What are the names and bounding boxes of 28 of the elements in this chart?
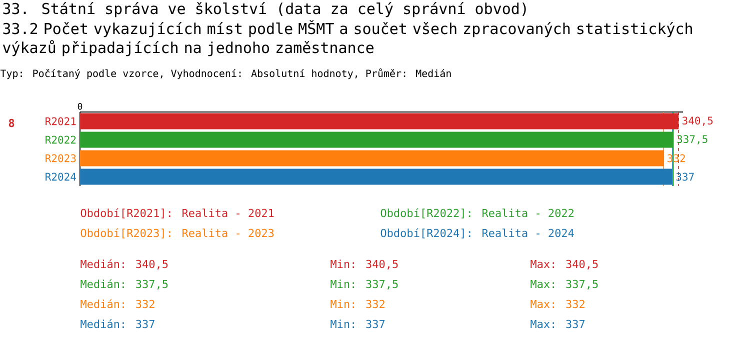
chart-subtitle: 33.2 Počet vykazujících míst podle MŠMT a součet všech zpracovaných statistických výkazů připadajících na jednoho zaměstnance	[2, 20, 692, 56]
data-label: 340,5	[682, 116, 713, 126]
data-label: 337,5	[677, 135, 708, 144]
text: Max: 340,5	[530, 260, 598, 270]
data-label: 337	[676, 172, 694, 181]
y-tick-label: R2021	[46, 117, 76, 126]
y-tick-label: R2022	[46, 136, 76, 144]
text: Min: 337,5	[330, 280, 398, 290]
text: Min: 332	[330, 300, 384, 308]
text: Min: 337	[330, 320, 385, 328]
text: Období[R2021]: Realita - 2021	[80, 208, 274, 218]
text: 8	[8, 118, 14, 128]
text: Medián: 337	[80, 319, 154, 328]
text: Max: 337,5	[530, 280, 598, 290]
text: Max: 337	[530, 320, 585, 328]
text: Min: 340,5	[330, 260, 398, 270]
text: Medián: 337,5	[80, 279, 168, 290]
text: Období[R2024]: Realita - 2024	[380, 228, 574, 238]
y-tick-label: R2023	[46, 154, 76, 162]
text: Období[R2022]: Realita - 2022	[380, 208, 574, 218]
text: Max: 332	[530, 300, 584, 308]
text: Období[R2023]: Realita - 2023	[80, 228, 274, 238]
text: Medián: 340,5	[80, 259, 168, 270]
text: Medián: 332	[80, 299, 154, 308]
chart-title: 33. Státní správa ve školství (data za celý správní obvod)	[3, 2, 526, 18]
text: Typ: Počítaný podle vzorce, Vyhodnocení: Absolutní hodnoty, Průměr: Medián	[0, 68, 451, 80]
y-tick-label: R2024	[46, 172, 76, 181]
text: 0	[78, 102, 82, 110]
